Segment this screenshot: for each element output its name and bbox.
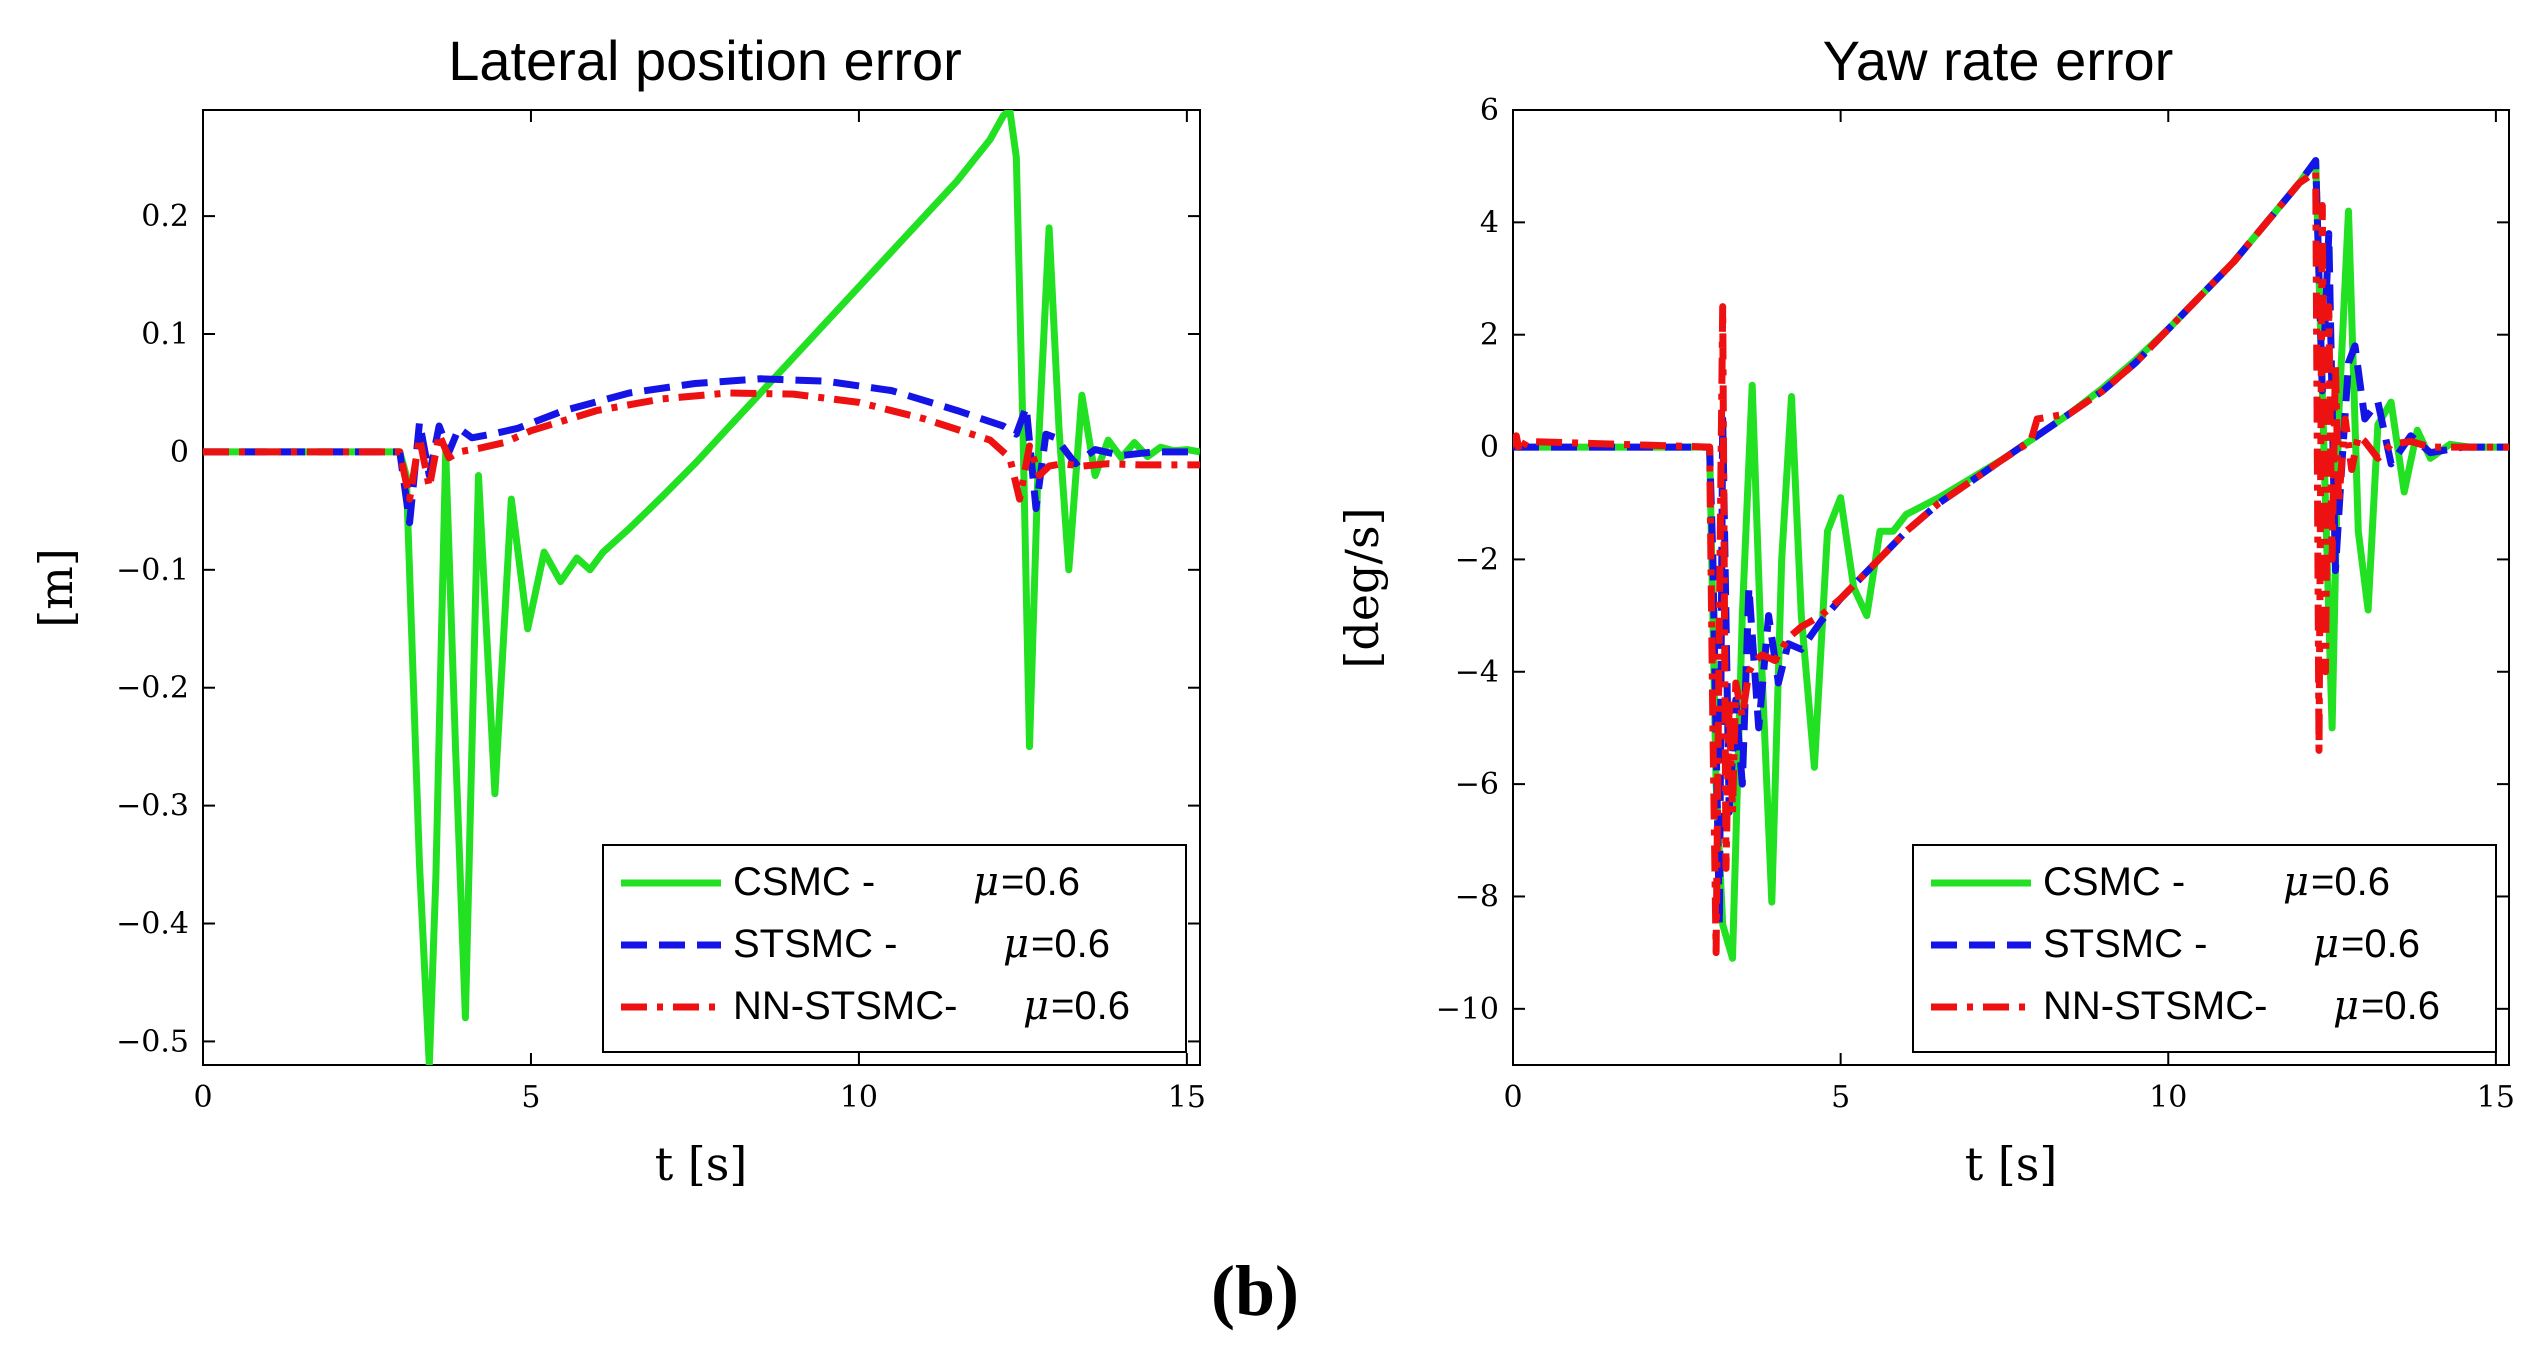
x-tick-label: 0	[1503, 1080, 1522, 1115]
legend-value: =0.6	[2311, 860, 2390, 904]
y-tick-label: −10	[1436, 992, 1499, 1027]
y-axis-label: [m]	[29, 548, 83, 628]
x-tick-label: 0	[193, 1080, 212, 1115]
series-line-stsmc	[1513, 157, 2509, 929]
legend-value: =0.6	[2361, 984, 2440, 1028]
y-tick-label: −8	[1455, 879, 1499, 914]
y-tick-label: −0.1	[116, 553, 189, 588]
lateral-position-error-panel: Lateral position error 0 5 10 15 0.2 0.1 0 −0.1…	[29, 29, 1206, 1191]
legend-label: CSMC -	[2043, 860, 2185, 904]
plot-series	[203, 110, 1200, 1065]
legend-value: =0.6	[1001, 860, 1080, 904]
legend-mu: μ	[2313, 921, 2339, 967]
legend-label: STSMC -	[733, 922, 897, 966]
legend-mu: μ	[973, 859, 999, 905]
yaw-rate-error-panel: Yaw rate error 0 5 10 15 6 4 2 0 −2 −4 −6 −8 −10 t […	[1335, 29, 2515, 1191]
y-tick-label: −0.2	[116, 671, 189, 706]
legend-label: NN-STSMC-	[2043, 984, 2267, 1028]
chart-title: Yaw rate error	[1823, 29, 2174, 92]
legend-label: NN-STSMC-	[733, 984, 957, 1028]
y-axis-label: [deg/s]	[1335, 507, 1389, 668]
legend-value: =0.6	[1031, 922, 1110, 966]
y-tick-label: 0	[1480, 430, 1499, 465]
y-tick-label: 0	[170, 435, 189, 470]
legend-mu: μ	[1003, 921, 1029, 967]
legend-value: =0.6	[1051, 984, 1130, 1028]
plot-series	[1513, 157, 2509, 962]
series-line-nn-stsmc	[1513, 168, 2509, 957]
x-tick-label: 5	[521, 1080, 540, 1115]
y-tick-label: 4	[1480, 205, 1499, 240]
x-axis-label: t [s]	[1965, 1137, 2058, 1191]
y-tick-label: 6	[1480, 93, 1499, 128]
axis-ticks: 0 5 10 15 6 4 2 0 −2 −4 −6 −8 −10	[1436, 93, 2515, 1115]
legend-label: STSMC -	[2043, 922, 2207, 966]
x-tick-label: 15	[2477, 1080, 2515, 1115]
y-tick-label: −0.3	[116, 789, 189, 824]
x-tick-label: 15	[1168, 1080, 1206, 1115]
y-tick-label: −6	[1455, 767, 1499, 802]
y-tick-label: 2	[1480, 318, 1499, 353]
x-tick-label: 10	[2149, 1080, 2187, 1115]
y-tick-label: −0.4	[116, 907, 189, 942]
axis-ticks: 0 5 10 15 0.2 0.1 0 −0.1 −0.2 −0.3 −0.4 −0.5	[116, 110, 1206, 1115]
x-tick-label: 5	[1831, 1080, 1850, 1115]
chart-title: Lateral position error	[448, 29, 962, 92]
series-line-nn-stsmc	[203, 389, 1200, 503]
legend-mu: μ	[2333, 983, 2359, 1029]
legend-value: =0.6	[2341, 922, 2420, 966]
legend-mu: μ	[2283, 859, 2309, 905]
y-tick-label: 0.2	[141, 199, 189, 234]
x-axis-label: t [s]	[655, 1137, 748, 1191]
y-tick-label: −0.5	[116, 1024, 189, 1059]
y-tick-label: 0.1	[141, 317, 189, 352]
x-tick-label: 10	[840, 1080, 878, 1115]
legend-mu: μ	[1023, 983, 1049, 1029]
y-tick-label: −4	[1455, 655, 1499, 690]
figure-caption: (b)	[1211, 1251, 1299, 1331]
legend-label: CSMC -	[733, 860, 875, 904]
y-tick-label: −2	[1455, 542, 1499, 577]
